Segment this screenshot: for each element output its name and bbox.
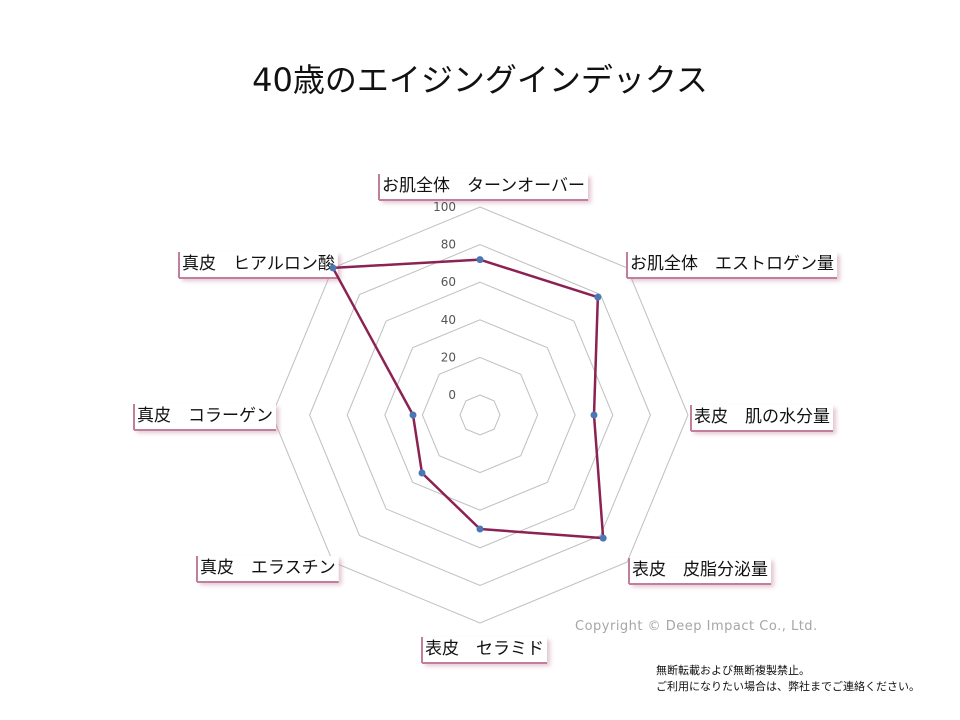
tick-label: 80 (441, 238, 456, 252)
axis-label: 表皮 肌の水分量 (694, 407, 830, 427)
axis-label-group: 真皮 ヒアルロン酸 (178, 252, 341, 281)
data-point (418, 469, 426, 477)
tick-label: 0 (448, 388, 456, 402)
axis-label: 真皮 ヒアルロン酸 (182, 254, 335, 274)
tick-label: 60 (441, 275, 456, 289)
axis-label: お肌全体 エストロゲン量 (630, 254, 834, 274)
grid-ring (309, 244, 651, 586)
data-point (409, 411, 417, 419)
usage-notice-line-1: 無断転載および無断複製禁止。 (656, 664, 810, 677)
axis-label: 表皮 セラミド (425, 639, 544, 659)
axis-label-group: 表皮 肌の水分量 (690, 405, 836, 434)
axis-label-box (629, 558, 771, 584)
data-point (599, 534, 607, 542)
grid-ring (346, 281, 614, 549)
axis-label-box (197, 556, 339, 582)
axis-label-box (691, 405, 833, 431)
axis-label-box (134, 404, 276, 430)
series-layer (329, 256, 607, 542)
grid-ring (459, 394, 501, 436)
axis-label: お肌全体 ターンオーバー (382, 176, 585, 196)
axis-label-group: 表皮 皮脂分泌量 (628, 558, 774, 587)
copyright-text: Copyright © Deep Impact Co., Ltd. (575, 619, 818, 634)
tick-label: 40 (441, 313, 456, 327)
axis-label: 真皮 コラーゲン (137, 406, 273, 426)
data-point (476, 256, 484, 264)
usage-notice: 無断転載および無断複製禁止。 ご利用になりたい場合は、弊社までご連絡ください。 (656, 663, 920, 695)
tick-label: 100 (433, 200, 456, 214)
usage-notice-line-2: ご利用になりたい場合は、弊社までご連絡ください。 (656, 680, 920, 693)
tick-label-layer: 0 20 40 60 80 100 (433, 200, 456, 402)
axis-label: 真皮 エラスチン (200, 558, 336, 578)
data-point (329, 264, 337, 272)
axis-label-group: 真皮 エラスチン (196, 556, 342, 585)
data-point (594, 293, 602, 301)
axis-label-group: お肌全体 ターンオーバー (378, 174, 591, 203)
axis-label-box (379, 174, 588, 200)
grid-ring (384, 319, 576, 511)
grid-layer (271, 206, 689, 624)
axis-label-group: 表皮 セラミド (421, 637, 550, 666)
axis-label-box (179, 252, 338, 278)
axis-label-box (627, 252, 837, 278)
tick-label: 20 (441, 350, 456, 364)
chart-title: 40歳のエイジングインデックス (252, 61, 708, 99)
axis-label: 表皮 皮脂分泌量 (632, 560, 768, 580)
series-line (331, 258, 605, 540)
grid-ring (271, 206, 689, 624)
grid-ring (421, 356, 539, 474)
data-point (590, 411, 598, 419)
data-point (476, 525, 484, 533)
axis-label-group: 真皮 コラーゲン (133, 404, 279, 433)
axis-label-group: お肌全体 エストロゲン量 (626, 252, 840, 281)
axis-label-box (422, 637, 547, 663)
